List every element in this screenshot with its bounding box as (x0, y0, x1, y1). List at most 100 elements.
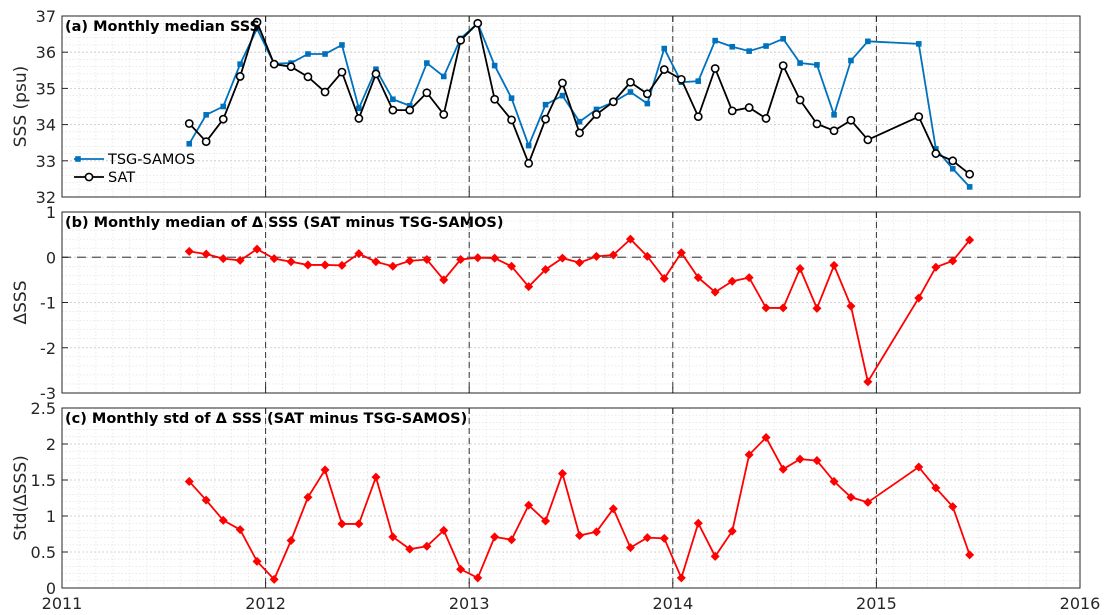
data-point (746, 48, 752, 54)
data-point (439, 525, 449, 535)
data-point (303, 72, 313, 82)
data-point (218, 254, 228, 264)
data-point (422, 88, 432, 98)
data-point (541, 264, 551, 274)
data-point (235, 72, 245, 81)
plot-area (62, 408, 1080, 588)
y-tick-label: -1 (40, 294, 56, 313)
data-point (490, 532, 500, 542)
data-point (508, 95, 515, 101)
data-point (371, 257, 381, 267)
data-point (710, 287, 720, 297)
data-point (286, 535, 296, 545)
data-point (949, 165, 956, 172)
data-point (797, 60, 803, 66)
x-tick-label: 2012 (245, 594, 286, 613)
data-point (305, 51, 311, 57)
data-point (727, 276, 737, 286)
panel-title: (b) Monthly median of Δ SSS (SAT minus T… (65, 215, 503, 231)
data-point (659, 274, 669, 284)
data-point (507, 261, 517, 271)
data-point (388, 532, 398, 542)
data-point (627, 89, 634, 95)
data-point (608, 250, 618, 260)
series-delta-sss (184, 234, 975, 387)
data-point (693, 273, 703, 283)
data-point (744, 103, 754, 112)
data-point (524, 282, 534, 292)
data-point (693, 112, 703, 122)
data-point (220, 103, 227, 110)
data-point (593, 106, 600, 113)
data-point (201, 249, 211, 259)
x-tick-label: 2013 (449, 594, 490, 613)
data-point (761, 303, 771, 313)
axes-box (61, 407, 1081, 589)
data-point (557, 469, 567, 479)
data-point (608, 504, 618, 514)
data-point (763, 43, 769, 49)
y-tick-label: 36 (36, 43, 56, 62)
y-tick-label: 1.5 (31, 471, 56, 490)
data-point (218, 114, 228, 124)
data-point (761, 114, 771, 123)
data-point (524, 158, 534, 168)
data-point (473, 573, 483, 583)
y-axis-title: SSS (psu) (11, 66, 31, 147)
data-point (354, 114, 364, 123)
panel-title: (c) Monthly std of Δ SSS (SAT minus TSG-… (65, 411, 467, 427)
data-point (914, 462, 924, 472)
data-point (727, 526, 737, 536)
data-point (440, 73, 447, 80)
data-point (642, 89, 652, 99)
data-point (829, 126, 839, 136)
y-axis-title: ΔSSS (11, 280, 31, 324)
data-point (778, 61, 788, 70)
data-point (661, 45, 668, 52)
data-point (203, 112, 209, 118)
data-point (507, 115, 516, 125)
data-point (184, 246, 194, 256)
data-point (829, 260, 839, 270)
data-point (608, 97, 618, 107)
data-point (337, 519, 347, 529)
data-point (422, 255, 432, 265)
data-point (625, 543, 635, 553)
data-point (320, 87, 330, 97)
data-point (390, 96, 396, 103)
data-point (186, 140, 193, 147)
panel-a: 32 33 34 35 36 37 SSS (psu) (a) Monthly median … (11, 7, 1081, 207)
data-point (201, 137, 211, 147)
data-point (473, 18, 483, 28)
series-delta-sss (184, 433, 975, 584)
panel-c: 0 0.5 1 1.5 2 2.5 2011 2012 2013 2014 2015 2016 Std(… (11, 399, 1100, 613)
data-point (848, 57, 854, 64)
data-point (931, 149, 941, 158)
data-point (491, 62, 498, 69)
data-point (286, 62, 296, 72)
data-point (710, 64, 720, 73)
data-point (354, 249, 364, 259)
legend-marker (75, 156, 81, 162)
data-point (812, 119, 822, 129)
data-point (965, 235, 975, 245)
data-point (729, 43, 736, 50)
data-point (863, 135, 873, 145)
data-point (184, 476, 194, 486)
data-point (778, 464, 788, 474)
y-tick-label: 0.5 (31, 543, 56, 562)
data-point (456, 35, 466, 45)
data-point (356, 105, 362, 112)
data-point (286, 257, 296, 267)
data-point (490, 253, 500, 263)
data-point (507, 535, 517, 545)
data-point (626, 77, 635, 87)
x-tick-label: 2014 (652, 594, 693, 613)
axes-box (61, 15, 1081, 198)
legend-marker (84, 172, 94, 182)
data-point (642, 533, 652, 543)
data-point (676, 74, 686, 84)
data-point (812, 456, 822, 466)
data-point (252, 556, 262, 566)
